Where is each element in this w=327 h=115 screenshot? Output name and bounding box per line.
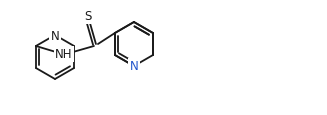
Text: N: N — [129, 60, 138, 73]
Text: S: S — [84, 10, 92, 23]
Text: S: S — [84, 10, 92, 23]
Text: NH: NH — [55, 48, 73, 61]
Text: N: N — [51, 29, 60, 42]
